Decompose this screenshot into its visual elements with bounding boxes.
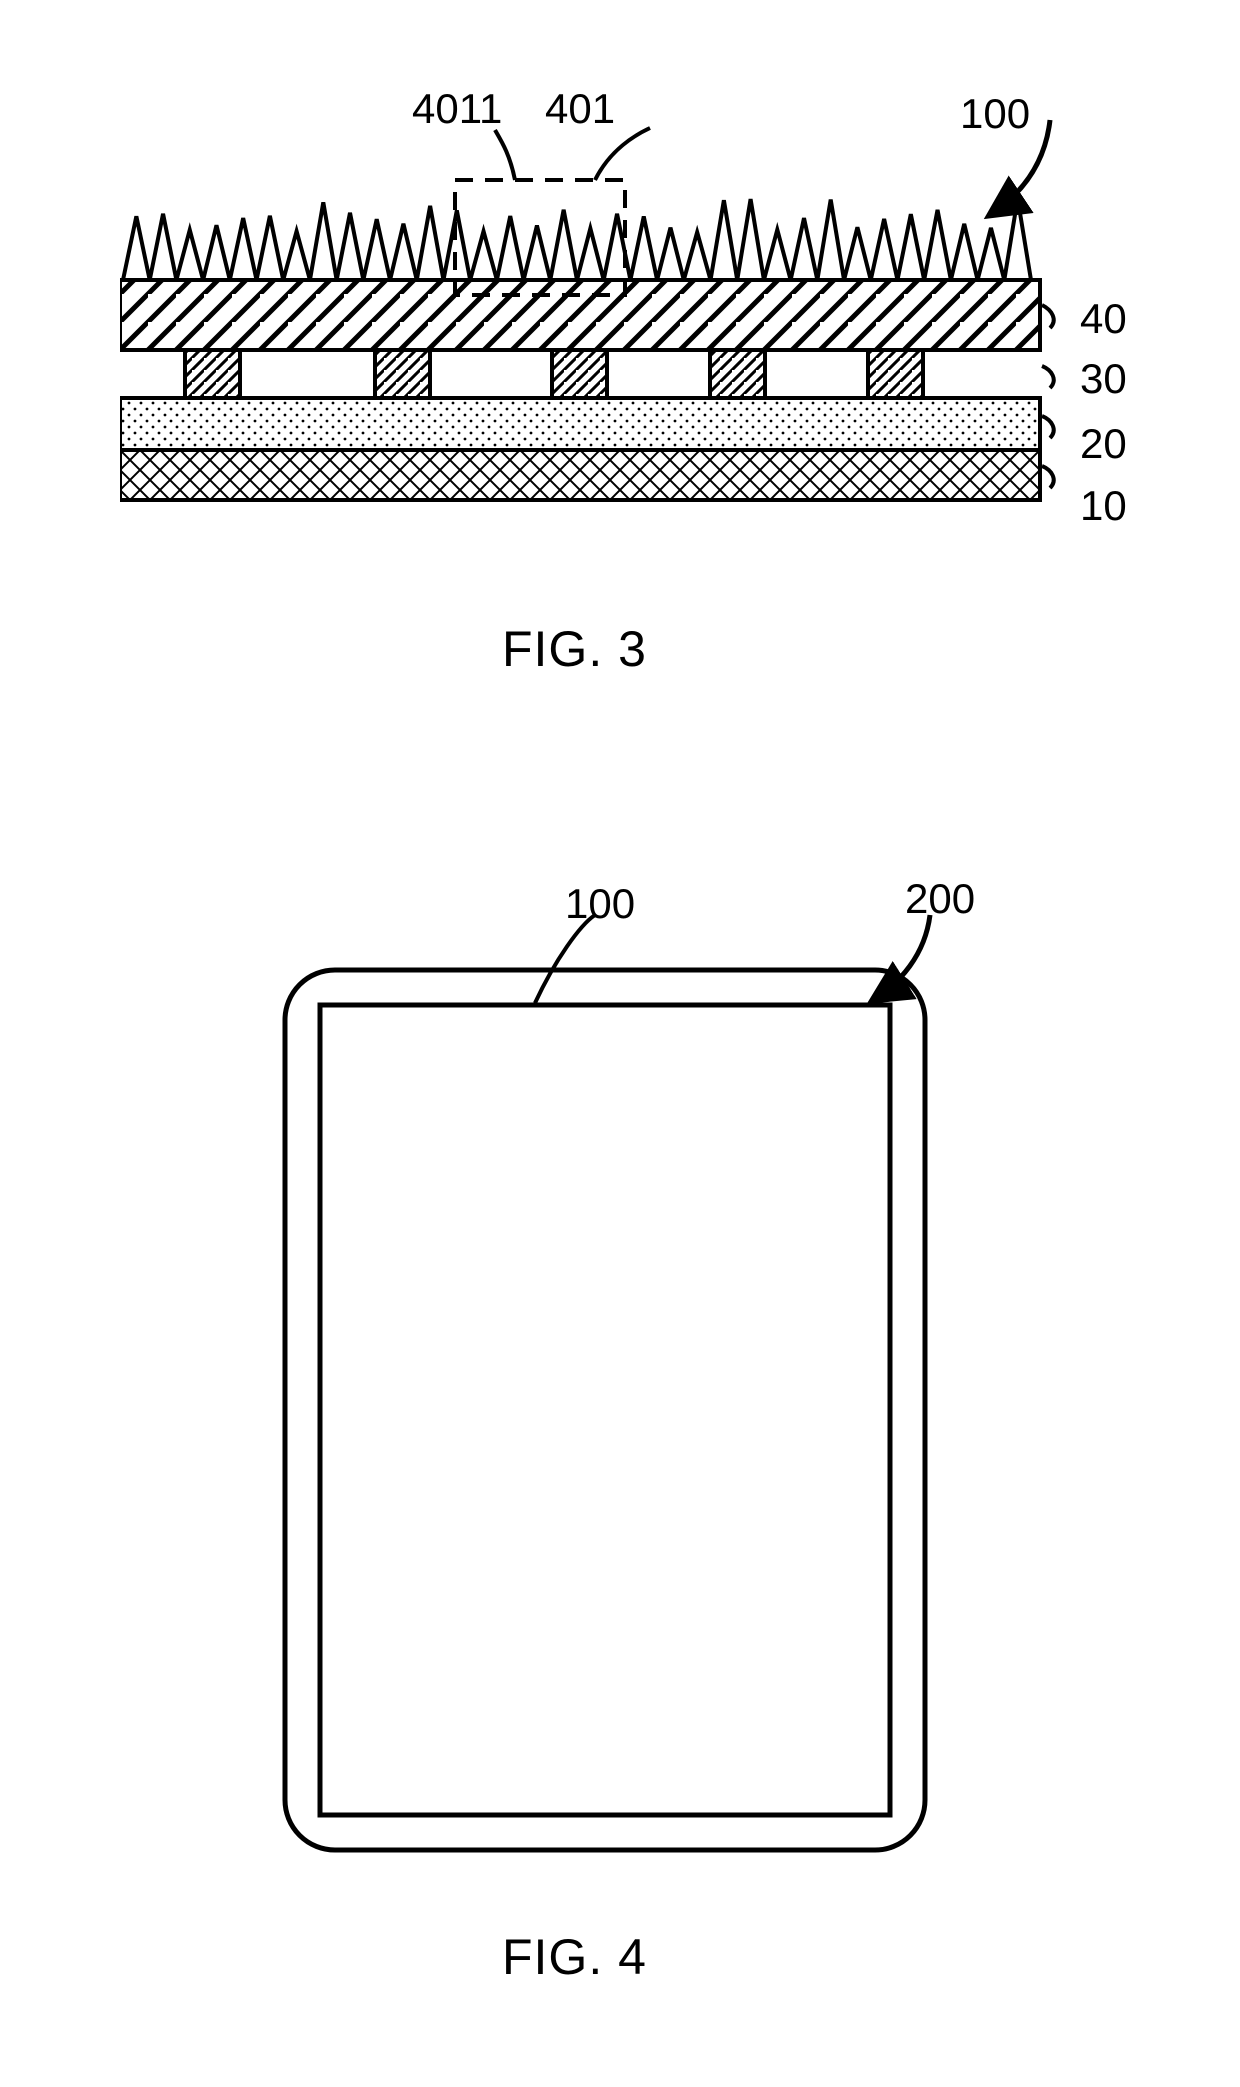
label-200: 200 [905, 875, 975, 923]
leader-401 [595, 128, 650, 180]
fig3-svg [120, 70, 1130, 530]
layer-40-body [120, 280, 1040, 350]
layer-30 [185, 350, 923, 398]
fig4-svg [265, 865, 985, 1865]
label-30: 30 [1080, 355, 1127, 403]
label-4011: 4011 [412, 85, 502, 133]
page: 4011 401 100 40 30 20 10 FIG. 3 100 200 … [0, 0, 1240, 2087]
side-ticks [1042, 305, 1054, 488]
label-40: 40 [1080, 295, 1127, 343]
label-100-fig4: 100 [565, 880, 635, 928]
leader-4011 [495, 130, 515, 180]
label-401: 401 [545, 85, 615, 133]
device-inner [320, 1005, 890, 1815]
fig3-caption: FIG. 3 [502, 620, 647, 678]
label-10: 10 [1080, 482, 1127, 530]
layer-20 [120, 398, 1040, 450]
label-20: 20 [1080, 420, 1127, 468]
fig4-caption: FIG. 4 [502, 1928, 647, 1986]
label-100-fig3: 100 [960, 90, 1030, 138]
layer-40-teeth [123, 199, 1031, 280]
layer-10 [120, 450, 1040, 500]
